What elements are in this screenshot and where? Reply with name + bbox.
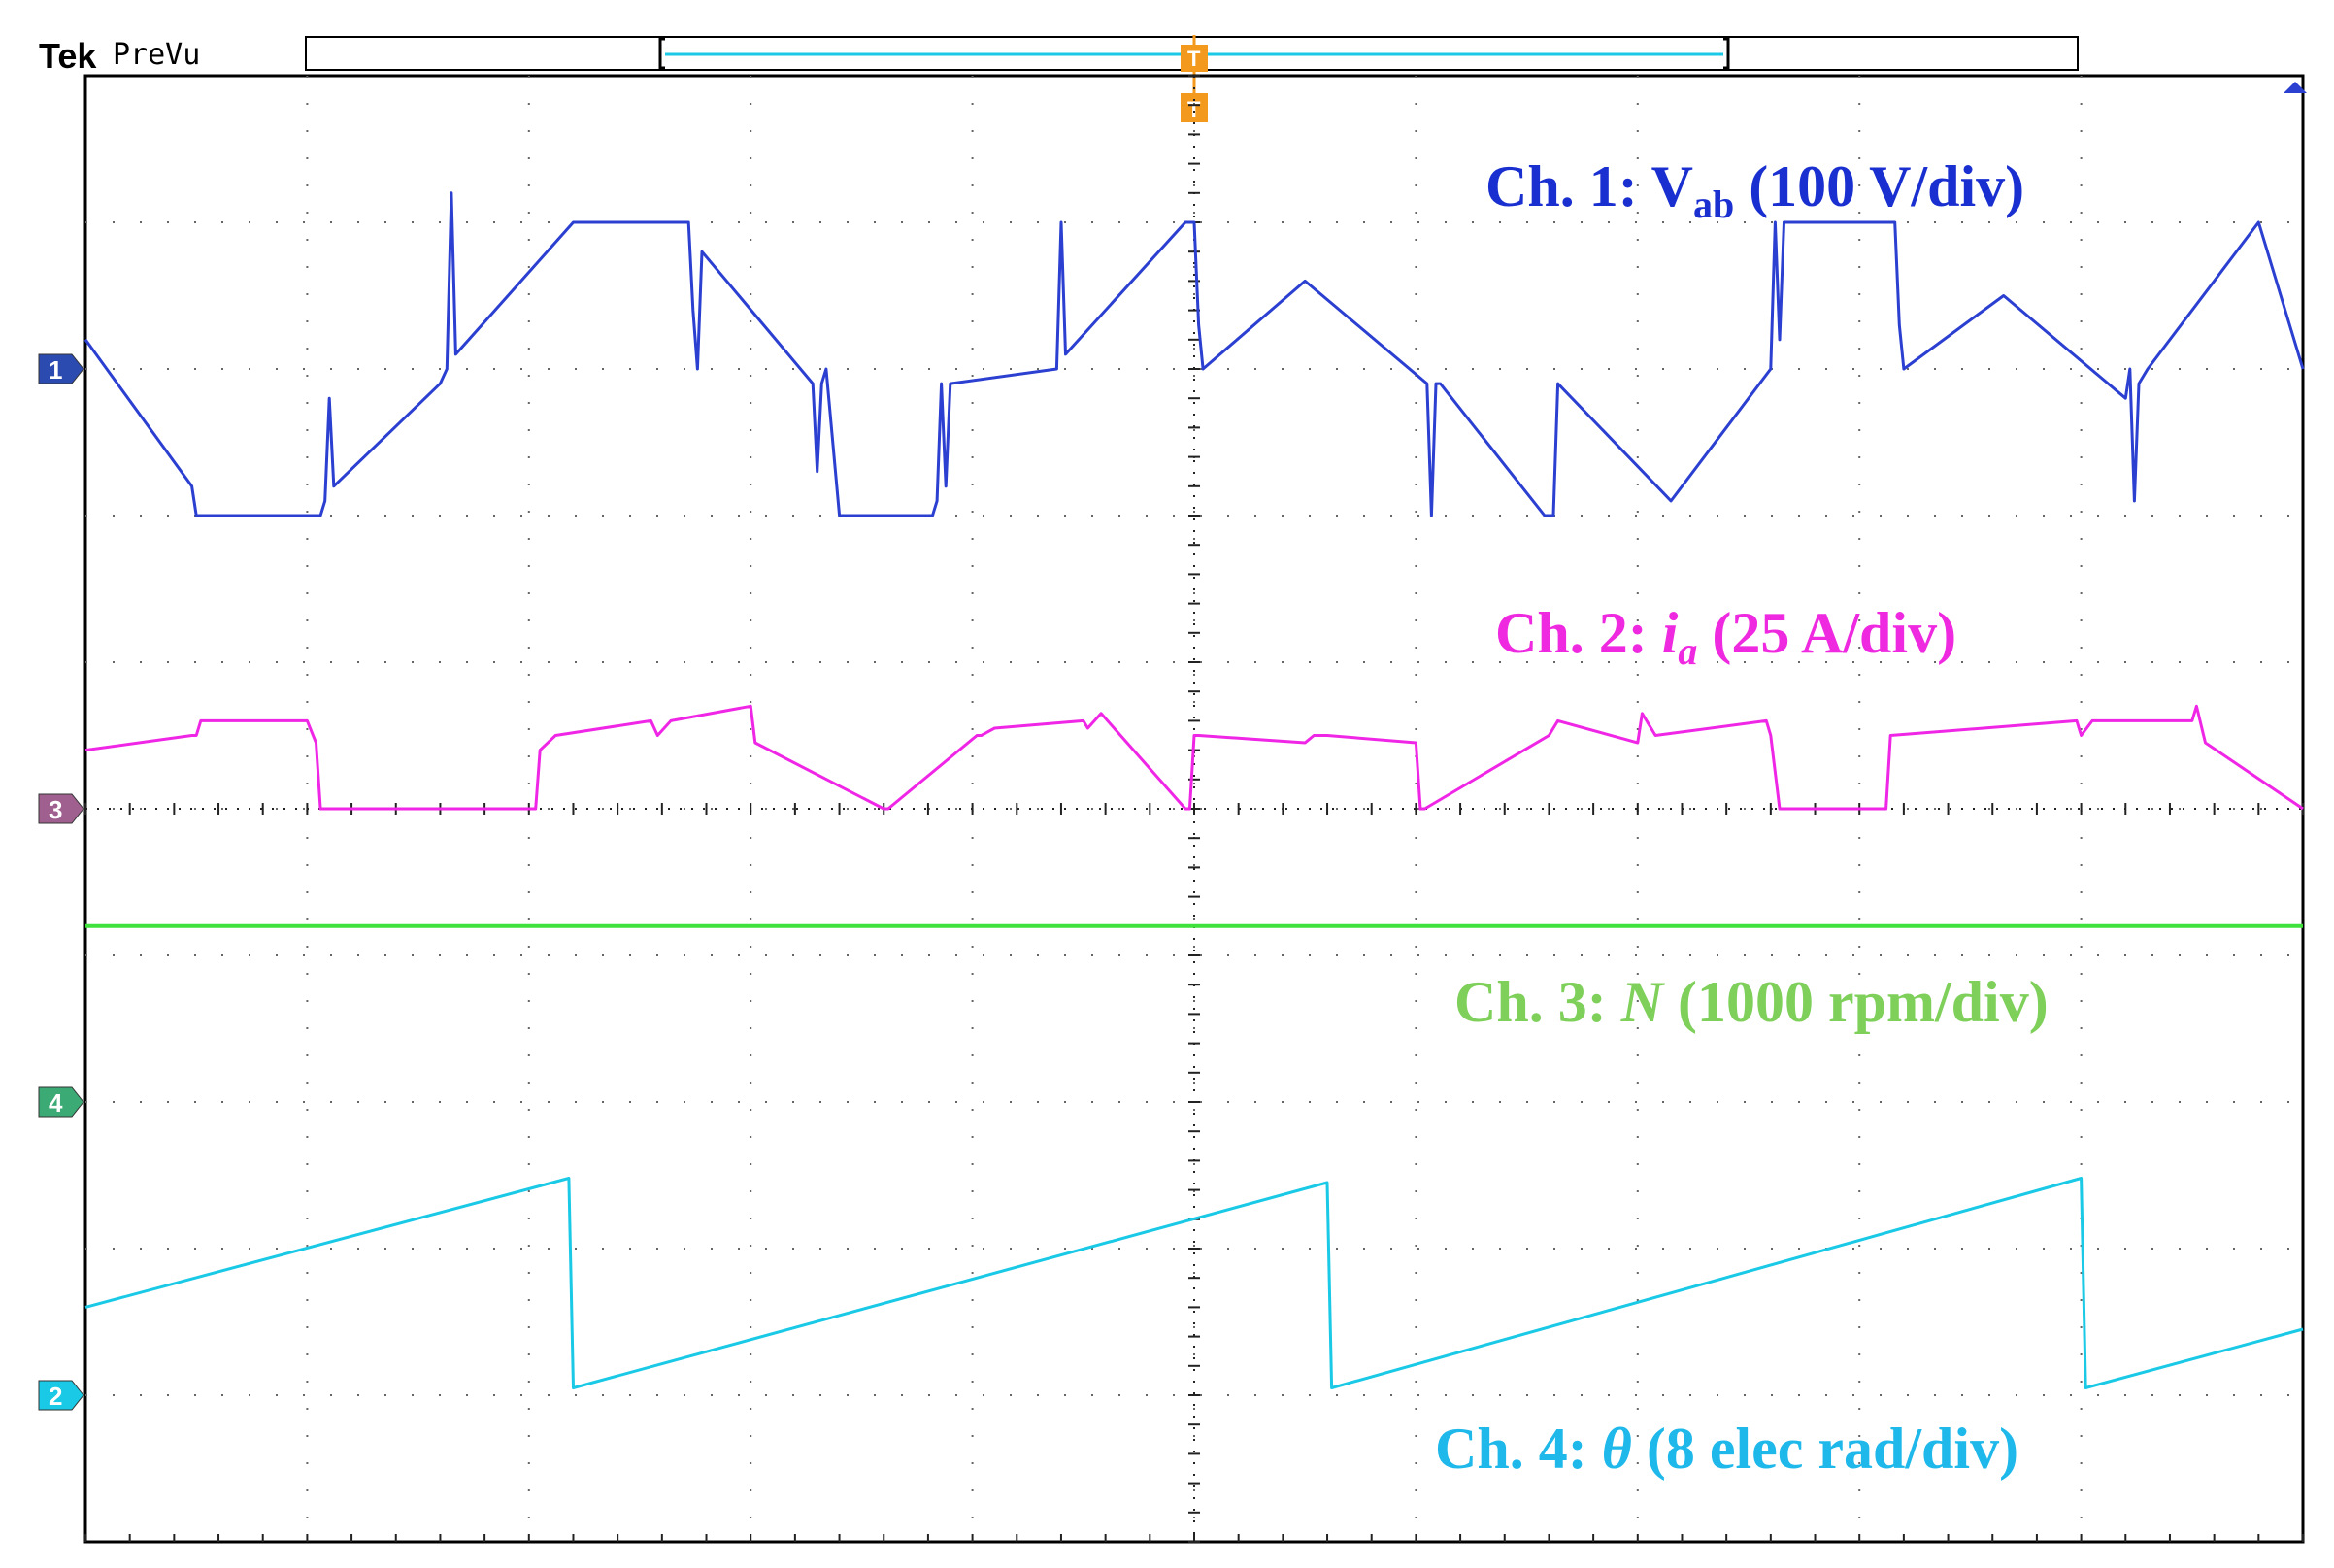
channel-marker-3[interactable]: 3	[38, 793, 84, 824]
ch2-trace	[84, 704, 2304, 811]
waveform-traces	[83, 191, 2305, 1389]
header-bar: Tek PreVu	[39, 36, 2079, 76]
top-right-scroll-arrow[interactable]	[2284, 82, 2307, 93]
record-view-window	[658, 37, 1730, 70]
trigger-label: T	[1187, 97, 1201, 121]
channel-marker-label: 2	[49, 1382, 62, 1411]
channel-marker-label: 3	[49, 795, 62, 824]
ch2-annotation: Ch. 2: ia (25 A/div)	[1495, 601, 1956, 673]
ch1-annotation: Ch. 1: Vab (100 V/div)	[1485, 154, 2024, 226]
channel-marker-1[interactable]: 1	[38, 353, 84, 384]
channel-marker-label: 1	[49, 355, 62, 384]
tek-brand-label: Tek	[39, 36, 97, 76]
channel-marker-icon	[38, 793, 84, 824]
trigger-top-icon	[1181, 45, 1208, 72]
arrow-up-icon	[2284, 82, 2307, 93]
channel-marker-icon	[38, 1380, 84, 1411]
ch3-annotation: Ch. 3: N (1000 rpm/div)	[1454, 970, 2049, 1034]
channel-marker-icon	[38, 1086, 84, 1118]
channel-marker-4[interactable]: 4	[38, 1086, 84, 1118]
ch4-trace	[84, 1177, 2304, 1389]
channel-marker-2[interactable]: 2	[38, 1380, 84, 1411]
trigger-top-label: T	[1187, 47, 1201, 71]
channel-marker-label: 4	[49, 1088, 63, 1118]
prevu-mode-label: PreVu	[113, 38, 200, 72]
trigger-marker[interactable]: T T	[1181, 35, 1208, 122]
channel-markers[interactable]: 1 3 4 2	[38, 353, 84, 1411]
channel-marker-icon	[38, 353, 84, 384]
trigger-icon	[1181, 93, 1208, 122]
ch1-trace	[83, 191, 2305, 517]
ch4-annotation: Ch. 4: θ (8 elec rad/div)	[1435, 1417, 2018, 1481]
